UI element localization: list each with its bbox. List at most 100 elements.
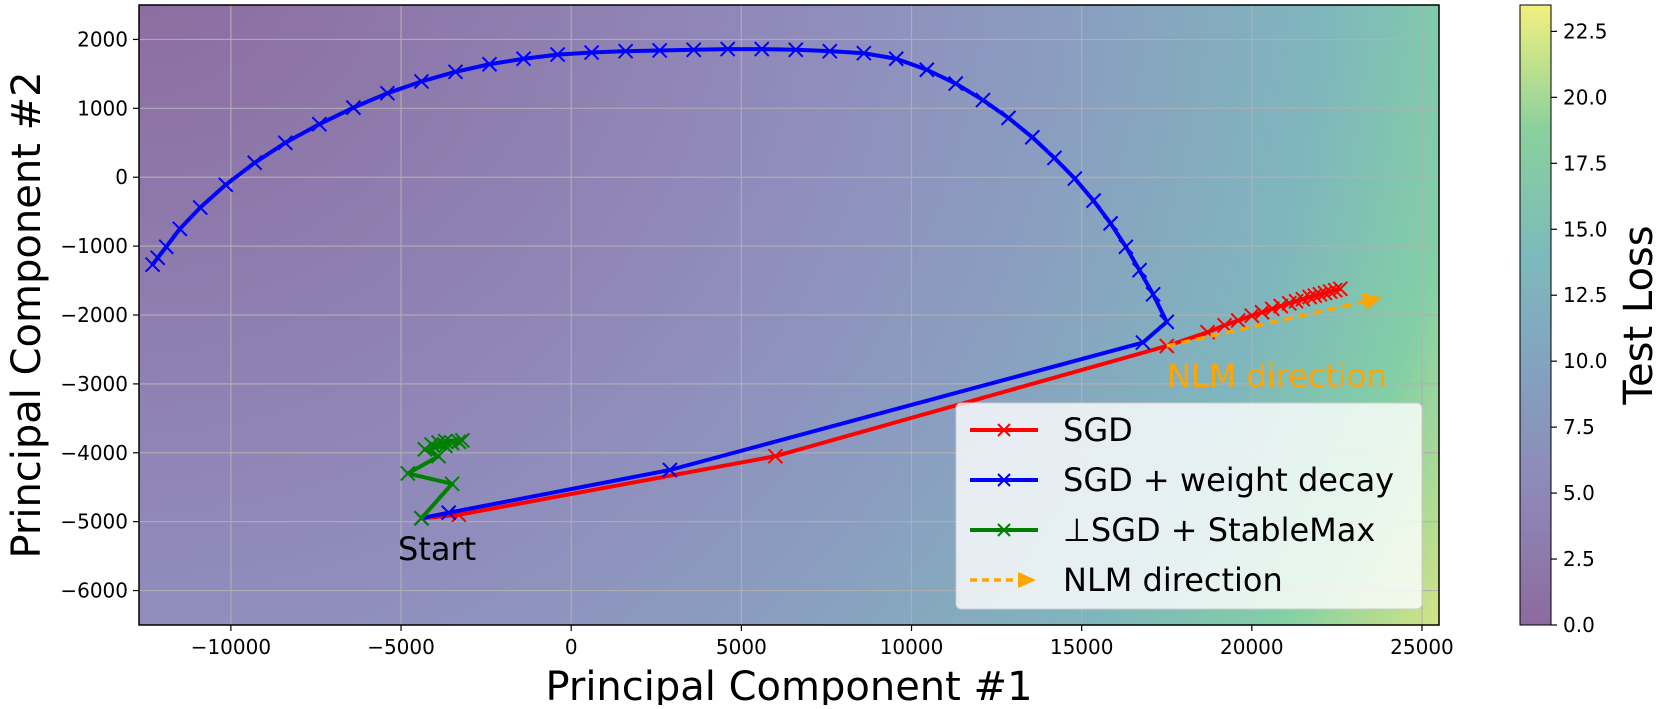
series-point xyxy=(822,43,838,59)
series-point xyxy=(1067,170,1083,187)
colorbar-gradient xyxy=(1519,4,1552,626)
nlm-arrow-layer xyxy=(1166,292,1382,348)
start-annotation: Start xyxy=(398,530,476,568)
series-point xyxy=(413,73,430,90)
series-point xyxy=(948,75,964,92)
series-point xyxy=(1332,281,1349,297)
series-layer xyxy=(144,41,1349,526)
y-axis-title: Principal Component #2 xyxy=(4,71,50,558)
series-point xyxy=(1135,334,1151,351)
series-point xyxy=(218,177,234,193)
series-point xyxy=(720,41,736,57)
colorbar-tick-label: 0.0 xyxy=(1563,613,1595,637)
series-point xyxy=(430,448,447,464)
series-point xyxy=(1317,285,1333,301)
x-tick-label: 20000 xyxy=(1220,635,1284,659)
series-point xyxy=(754,41,770,57)
legend-box xyxy=(955,402,1423,610)
legend-label: ⊥SGD + StableMax xyxy=(1063,511,1375,549)
series-point xyxy=(1273,298,1289,314)
series-point xyxy=(1254,304,1270,320)
legend-item: NLM direction xyxy=(970,561,1283,599)
y-tick-label: −2000 xyxy=(60,303,128,327)
legend-marker xyxy=(997,473,1011,487)
series-point xyxy=(1145,286,1161,303)
legend-label: NLM direction xyxy=(1063,561,1283,599)
series-point xyxy=(1085,192,1102,209)
nlm-direction-annotation: NLM direction xyxy=(1167,357,1387,395)
legend-label: SGD xyxy=(1063,411,1133,449)
series-point xyxy=(1131,262,1148,278)
series-point xyxy=(1216,317,1233,334)
colorbar-label: Test Loss xyxy=(1616,225,1660,405)
series-point xyxy=(1118,239,1134,255)
colorbar-tick-label: 17.5 xyxy=(1563,151,1608,175)
series-point xyxy=(856,45,872,61)
series-point xyxy=(919,62,935,78)
legend-marker xyxy=(997,423,1011,437)
series-point xyxy=(417,441,433,458)
x-tick-label: −10000 xyxy=(191,635,271,659)
y-tick-label: 1000 xyxy=(77,96,128,120)
axis-ticks: −10000 −5000 0 5000 10000 15000 20000 250002000… xyxy=(60,27,1453,659)
y-tick-label: −3000 xyxy=(60,372,128,396)
series-point xyxy=(246,155,263,171)
series-line xyxy=(405,438,463,520)
series-point xyxy=(549,46,566,63)
series-point xyxy=(1046,150,1063,166)
series-point xyxy=(454,432,471,449)
x-tick-label: 15000 xyxy=(1050,635,1114,659)
series-point xyxy=(150,250,166,266)
colorbar-tick-label: 22.5 xyxy=(1563,19,1608,43)
series-2 xyxy=(144,41,1175,526)
series-point xyxy=(413,510,430,526)
series-point xyxy=(437,433,453,449)
legend-marker xyxy=(997,523,1011,537)
y-tick-label: −4000 xyxy=(60,441,128,465)
series-point xyxy=(1159,314,1175,330)
series-point xyxy=(1024,129,1041,145)
nlm-arrow-head xyxy=(1361,292,1382,311)
x-tick-label: −5000 xyxy=(367,635,435,659)
colorbar-tick-label: 7.5 xyxy=(1563,415,1595,439)
legend-item: ⊥SGD + StableMax xyxy=(970,511,1375,549)
series-point xyxy=(311,116,328,132)
series-point xyxy=(767,448,784,464)
series-point xyxy=(144,257,161,273)
series-3 xyxy=(400,432,471,526)
x-tick-label: 25000 xyxy=(1390,635,1454,659)
series-point xyxy=(481,56,498,72)
x-axis-title: Principal Component #1 xyxy=(545,664,1032,705)
colorbar-tick-label: 12.5 xyxy=(1563,283,1608,307)
legend-item: SGD + weight decay xyxy=(970,461,1394,499)
y-tick-label: 2000 xyxy=(77,27,128,51)
colorbar-tick-label: 10.0 xyxy=(1563,349,1608,373)
legend-label: SGD + weight decay xyxy=(1063,461,1394,499)
series-point xyxy=(158,239,174,255)
series-point xyxy=(1264,301,1280,317)
series-point xyxy=(686,42,702,58)
series-point xyxy=(1102,215,1119,232)
series-point xyxy=(345,99,362,116)
colorbar-tick-label: 15.0 xyxy=(1563,217,1608,241)
series-point xyxy=(447,64,464,80)
series-point xyxy=(379,85,396,101)
series-point xyxy=(583,44,600,61)
series-point xyxy=(975,92,991,108)
series-point xyxy=(617,43,634,59)
y-tick-label: −6000 xyxy=(60,579,128,603)
y-tick-label: 0 xyxy=(115,165,128,189)
series-point xyxy=(451,434,467,450)
series-point xyxy=(1230,312,1246,329)
series-point xyxy=(1322,283,1338,300)
colorbar-tick-label: 20.0 xyxy=(1563,85,1608,109)
x-tick-label: 10000 xyxy=(880,635,944,659)
x-tick-label: 0 xyxy=(565,635,578,659)
series-point xyxy=(515,51,532,67)
series-point xyxy=(440,505,457,521)
series-point xyxy=(172,221,188,237)
x-tick-label: 5000 xyxy=(716,635,767,659)
series-point xyxy=(651,42,668,59)
series-point xyxy=(400,465,416,482)
